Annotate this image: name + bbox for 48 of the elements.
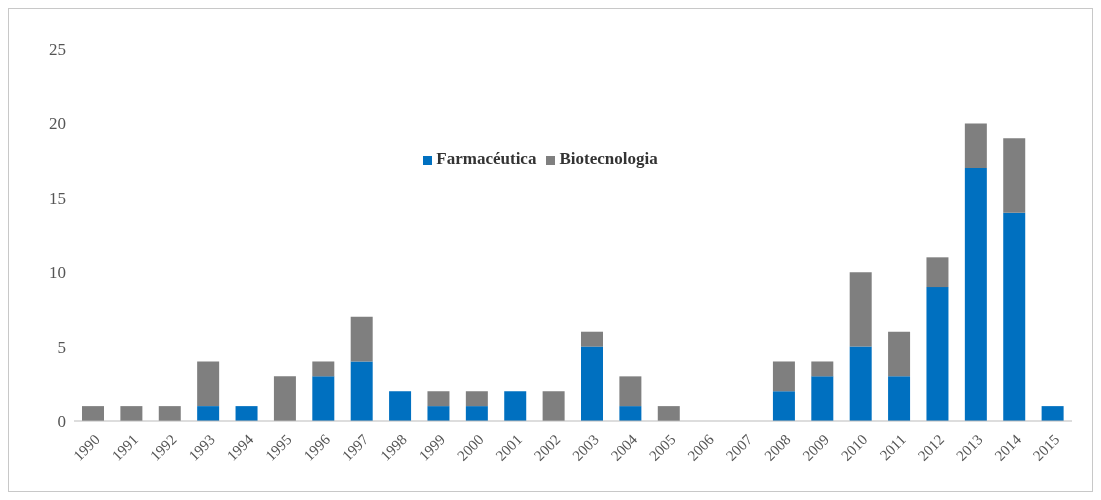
bar bbox=[350, 361, 373, 421]
bar bbox=[772, 391, 795, 421]
legend-label: Biotecnologia bbox=[559, 149, 658, 168]
bar bbox=[158, 406, 181, 421]
bar bbox=[197, 361, 220, 407]
bar bbox=[465, 391, 488, 407]
bar bbox=[427, 391, 450, 407]
bar bbox=[197, 406, 220, 421]
bar bbox=[1003, 212, 1026, 421]
bar bbox=[619, 406, 642, 421]
bar bbox=[964, 123, 987, 169]
legend-label: Farmacéutica bbox=[436, 149, 537, 168]
bar bbox=[581, 346, 603, 421]
bar bbox=[389, 391, 412, 421]
bar bbox=[82, 406, 104, 421]
bar bbox=[657, 406, 680, 421]
bar bbox=[926, 287, 949, 421]
y-tick-label: 25 bbox=[49, 40, 66, 60]
bar bbox=[350, 316, 373, 362]
y-tick-label: 15 bbox=[49, 188, 66, 208]
y-tick-label: 0 bbox=[57, 412, 66, 432]
bar bbox=[772, 361, 795, 392]
bar bbox=[542, 391, 565, 421]
x-tick-label: 2001 bbox=[492, 431, 526, 464]
bar bbox=[1003, 138, 1026, 213]
y-tick-label: 20 bbox=[49, 114, 66, 134]
bar bbox=[888, 331, 911, 377]
x-tick-label: 1991 bbox=[108, 431, 142, 464]
bar bbox=[504, 391, 527, 421]
bar bbox=[465, 406, 488, 421]
y-tick-label: 5 bbox=[57, 337, 66, 357]
bar bbox=[120, 406, 143, 421]
bar bbox=[1041, 406, 1064, 421]
bar bbox=[312, 361, 335, 377]
bar bbox=[273, 376, 296, 421]
bar bbox=[888, 376, 911, 421]
bar bbox=[849, 272, 872, 347]
bar bbox=[427, 406, 450, 421]
bar bbox=[964, 168, 987, 421]
bar bbox=[811, 361, 834, 377]
bar bbox=[811, 376, 834, 421]
y-tick-label: 10 bbox=[49, 263, 66, 283]
bar bbox=[849, 346, 872, 421]
bar bbox=[619, 376, 642, 407]
bar bbox=[235, 406, 258, 421]
bar bbox=[926, 257, 949, 288]
bar bbox=[581, 331, 603, 347]
bar bbox=[312, 376, 335, 421]
